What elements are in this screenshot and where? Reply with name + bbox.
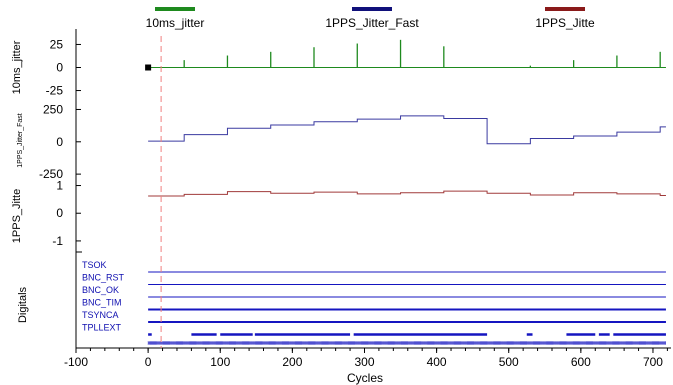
x-tick-label: 400 — [427, 355, 447, 369]
y-tick-label: 1 — [56, 179, 63, 193]
legend-label: 1PPS_Jitte — [535, 16, 595, 30]
y-tick-label: 0 — [56, 61, 63, 75]
x-tick-label: 0 — [145, 355, 152, 369]
legend-swatch — [155, 7, 195, 11]
digitals-panel: Digitals TSOK BNC_RST BNC_OK BNC_TIM TSYNCA TP… — [17, 260, 666, 345]
series — [145, 39, 666, 197]
y-tick-label: -1 — [52, 234, 63, 248]
axes: -100 0 100 200 300 400 500 600 700250-2510ms_jit… — [11, 37, 668, 369]
digital-channel-label: BNC_TIM — [82, 298, 122, 308]
legend-label: 10ms_jitter — [146, 16, 205, 30]
legend-swatch — [545, 7, 585, 11]
x-tick-label: 700 — [643, 355, 663, 369]
digital-channel-label: TSYNCA — [82, 310, 119, 320]
plot-frame — [75, 29, 671, 349]
y-axis-label: 1PPS_Jitte — [11, 189, 23, 243]
y-axis-label: 10ms_jitter — [11, 40, 23, 94]
y-tick-label: 250 — [43, 102, 63, 116]
y-tick-label: -250 — [39, 167, 63, 181]
series-line — [148, 115, 666, 145]
legend-swatch — [352, 7, 392, 11]
y-tick-label: 0 — [56, 206, 63, 220]
digital-channel-label: BNC_OK — [82, 285, 119, 295]
x-axis-label: Cycles — [347, 371, 383, 385]
digital-channel-label: BNC_RST — [82, 273, 125, 283]
y-tick-label: 25 — [50, 37, 64, 51]
series-line — [148, 190, 666, 197]
x-tick-label: 300 — [354, 355, 374, 369]
y-axis-label: Digitals — [17, 286, 29, 323]
x-tick-label: 600 — [571, 355, 591, 369]
x-tick-label: 100 — [210, 355, 230, 369]
y-tick-label: -25 — [46, 84, 64, 98]
x-tick-label: 200 — [282, 355, 302, 369]
series-marker — [145, 64, 152, 71]
y-tick-label: 0 — [56, 135, 63, 149]
x-tick-label: 500 — [499, 355, 519, 369]
digital-channel-label: TPLLEXT — [82, 323, 122, 333]
legend-label: 1PPS_Jitter_Fast — [325, 16, 419, 30]
x-tick-label: -100 — [64, 355, 88, 369]
legend: 10ms_jitter 1PPS_Jitter_Fast 1PPS_Jitte — [146, 7, 595, 30]
digital-channel-label: TSOK — [82, 260, 107, 270]
y-axis-label: 1PPS_Jitter_Fast — [17, 113, 24, 168]
